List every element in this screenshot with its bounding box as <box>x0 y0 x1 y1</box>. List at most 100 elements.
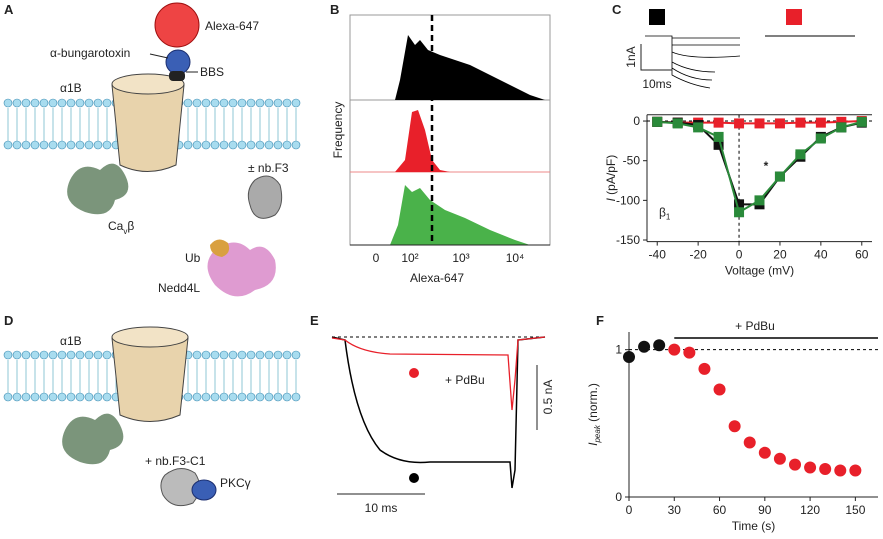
lipid-head <box>84 140 94 150</box>
lipid-head <box>246 140 256 150</box>
data-point <box>774 118 785 129</box>
lipid-head <box>3 98 13 108</box>
data-point <box>734 118 745 129</box>
lipid-head <box>39 350 49 360</box>
lipid-head <box>48 140 58 150</box>
scale-label: 10 ms <box>365 501 398 515</box>
lipid-head <box>48 392 58 402</box>
y-label: I (pA/pF) <box>604 155 618 202</box>
lipid-head <box>48 350 58 360</box>
kinase <box>191 479 217 501</box>
lipid-head <box>246 392 256 402</box>
tick-label: 0 <box>373 251 380 265</box>
lipid-head <box>282 140 292 150</box>
lipid-head <box>282 350 292 360</box>
lipid-head <box>93 350 103 360</box>
lipid-head <box>30 140 40 150</box>
y-label-part: (pA/pF) <box>604 155 618 198</box>
panel-label: F <box>596 313 604 328</box>
x-tick-label: 120 <box>800 503 820 517</box>
x-tick-label: -20 <box>689 248 707 262</box>
lipid-head <box>48 98 58 108</box>
lipid-head <box>255 140 265 150</box>
lipid-head <box>66 392 76 402</box>
lipid-head <box>228 140 238 150</box>
label: Nedd4L <box>158 281 200 295</box>
distribution <box>395 110 450 172</box>
lipid-head <box>12 98 22 108</box>
lipid-head <box>291 140 301 150</box>
scale-label: 0.5 nA <box>541 380 555 415</box>
annotation: + PdBu <box>735 319 775 333</box>
lipid-head <box>192 98 202 108</box>
data-point <box>713 131 724 142</box>
lipid-head <box>255 392 265 402</box>
data-point <box>734 199 745 210</box>
lipid-head <box>210 392 220 402</box>
lipid-head <box>21 140 31 150</box>
scale-label: 10ms <box>642 77 671 91</box>
data-point <box>819 463 832 476</box>
marker <box>409 473 419 483</box>
data-point <box>728 420 741 433</box>
data-point <box>623 351 635 364</box>
lipid-head <box>102 98 112 108</box>
lipid-head <box>264 98 274 108</box>
lipid-head <box>219 392 229 402</box>
data-point <box>815 117 826 128</box>
label: BBS <box>200 65 224 79</box>
x-tick-label: 0 <box>736 248 743 262</box>
ubiquitin <box>210 239 230 257</box>
lipid-head <box>3 140 13 150</box>
frame <box>349 14 551 246</box>
lipid-head <box>228 98 238 108</box>
lipid-head <box>255 350 265 360</box>
data-point <box>713 383 726 396</box>
tick-label: 10² <box>401 251 418 265</box>
panel-label: A <box>4 2 14 17</box>
lipid-head <box>237 98 247 108</box>
scale-bar <box>640 44 672 71</box>
dye <box>154 2 200 48</box>
label: α1B <box>60 81 82 95</box>
lipid-head <box>39 392 49 402</box>
lipid-head <box>93 392 103 402</box>
lipid-head <box>57 98 67 108</box>
lipid-head <box>183 140 193 150</box>
lipid-head <box>264 140 274 150</box>
label: Cavβ <box>108 219 134 236</box>
y-label: Frequency <box>331 102 345 159</box>
label: α-bungarotoxin <box>50 46 130 60</box>
x-tick-label: 60 <box>855 248 869 262</box>
x-tick-label: -40 <box>649 248 667 262</box>
data-point <box>804 461 817 474</box>
annotation: β1 <box>659 206 671 222</box>
pointer <box>149 53 169 59</box>
panel-label: E <box>310 313 319 328</box>
data-point <box>815 133 826 144</box>
lipid-head <box>21 98 31 108</box>
lipid-head <box>75 140 85 150</box>
lipid-head <box>282 392 292 402</box>
lipid-head <box>12 140 22 150</box>
panel-label: D <box>4 313 13 328</box>
marker <box>409 368 419 378</box>
protein <box>67 163 129 215</box>
data-point <box>774 171 785 182</box>
data-point <box>795 117 806 128</box>
lipid-head <box>12 350 22 360</box>
lipid-head <box>84 392 94 402</box>
lipid-head <box>21 392 31 402</box>
data-point <box>773 452 786 465</box>
distribution <box>395 35 545 100</box>
lipid-head <box>21 350 31 360</box>
x-tick-label: 150 <box>845 503 865 517</box>
data-point <box>795 149 806 160</box>
lipid-head <box>102 140 112 150</box>
y-tick-label: 0 <box>615 490 622 504</box>
data-point <box>834 464 847 477</box>
lipid-head <box>66 350 76 360</box>
lipid-head <box>291 350 301 360</box>
data-point <box>668 343 681 356</box>
